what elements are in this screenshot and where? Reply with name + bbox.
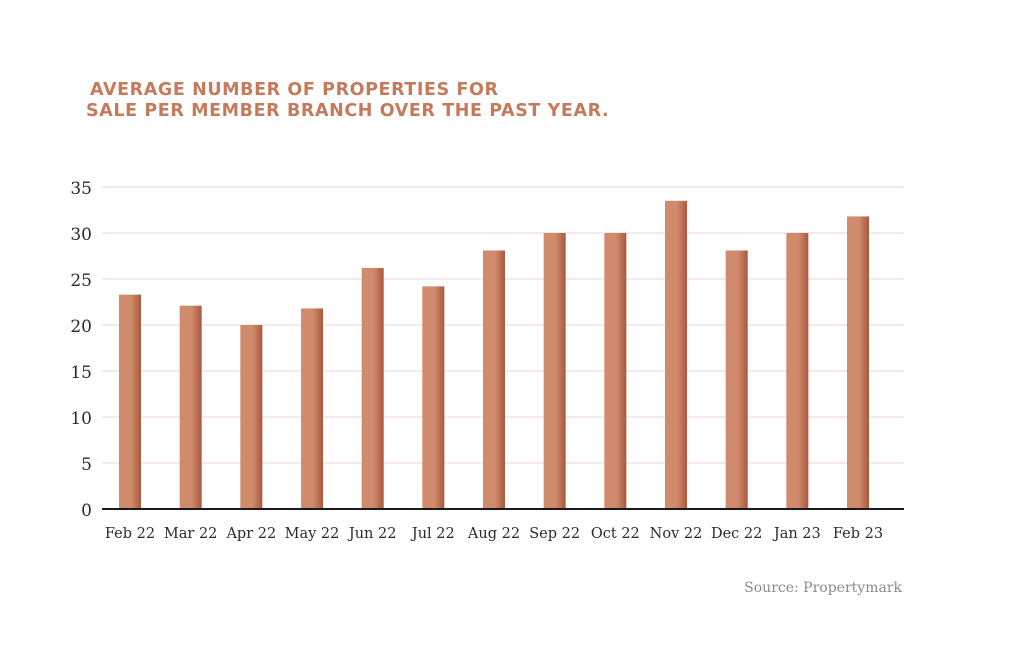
x-tick-label: Nov 22 bbox=[650, 526, 703, 542]
x-tick-label: Jun 22 bbox=[347, 526, 397, 542]
source-note: Source: Propertymark bbox=[744, 580, 902, 596]
x-tick-label: Apr 22 bbox=[225, 526, 276, 542]
y-tick-label: 20 bbox=[70, 317, 92, 337]
x-tick-label: Dec 22 bbox=[711, 526, 762, 542]
bar-jan-23 bbox=[786, 233, 809, 509]
bar-dec-22 bbox=[725, 250, 748, 510]
x-tick-label: Jul 22 bbox=[410, 526, 455, 542]
bar-apr-22 bbox=[240, 325, 263, 509]
chart-title: AVERAGE NUMBER OF PROPERTIES FOR SALE PE… bbox=[86, 80, 609, 122]
x-tick-label: Feb 23 bbox=[833, 526, 883, 542]
bar-jul-22 bbox=[422, 286, 445, 509]
bars bbox=[119, 200, 869, 510]
y-tick-label: 10 bbox=[70, 409, 92, 429]
y-tick-label: 35 bbox=[70, 179, 92, 199]
x-axis-ticks: Feb 22 Mar 22 Apr 22 May 22 Jun 22 Jul 22 Aug … bbox=[105, 526, 883, 542]
bar-mar-22 bbox=[179, 305, 202, 509]
bar-feb-23 bbox=[847, 216, 869, 509]
y-tick-label: 5 bbox=[81, 455, 92, 475]
bar-feb-22 bbox=[119, 294, 141, 509]
chart-title-line-2: SALE PER MEMBER BRANCH OVER THE PAST YEA… bbox=[86, 101, 610, 121]
x-tick-label: May 22 bbox=[285, 526, 340, 542]
bar-aug-22 bbox=[483, 250, 505, 510]
y-tick-label: 0 bbox=[81, 501, 92, 521]
bar-nov-22 bbox=[665, 200, 687, 510]
x-tick-label: Jan 23 bbox=[772, 526, 821, 542]
bar-oct-22 bbox=[604, 233, 627, 509]
gridlines bbox=[102, 186, 904, 464]
y-tick-label: 25 bbox=[70, 271, 92, 291]
bar-sep-22 bbox=[543, 233, 566, 509]
x-tick-label: Mar 22 bbox=[164, 526, 217, 542]
x-tick-label: Oct 22 bbox=[591, 526, 640, 542]
x-tick-label: Aug 22 bbox=[467, 526, 520, 542]
chart-title-line-1: AVERAGE NUMBER OF PROPERTIES FOR bbox=[90, 80, 499, 100]
x-tick-label: Sep 22 bbox=[529, 526, 580, 542]
y-tick-label: 15 bbox=[70, 363, 92, 383]
y-axis-ticks: 0 5 10 15 20 25 30 35 bbox=[70, 179, 92, 521]
bar-jun-22 bbox=[361, 267, 384, 509]
bar-may-22 bbox=[301, 308, 323, 509]
y-tick-label: 30 bbox=[70, 225, 92, 245]
x-tick-label: Feb 22 bbox=[105, 526, 155, 542]
